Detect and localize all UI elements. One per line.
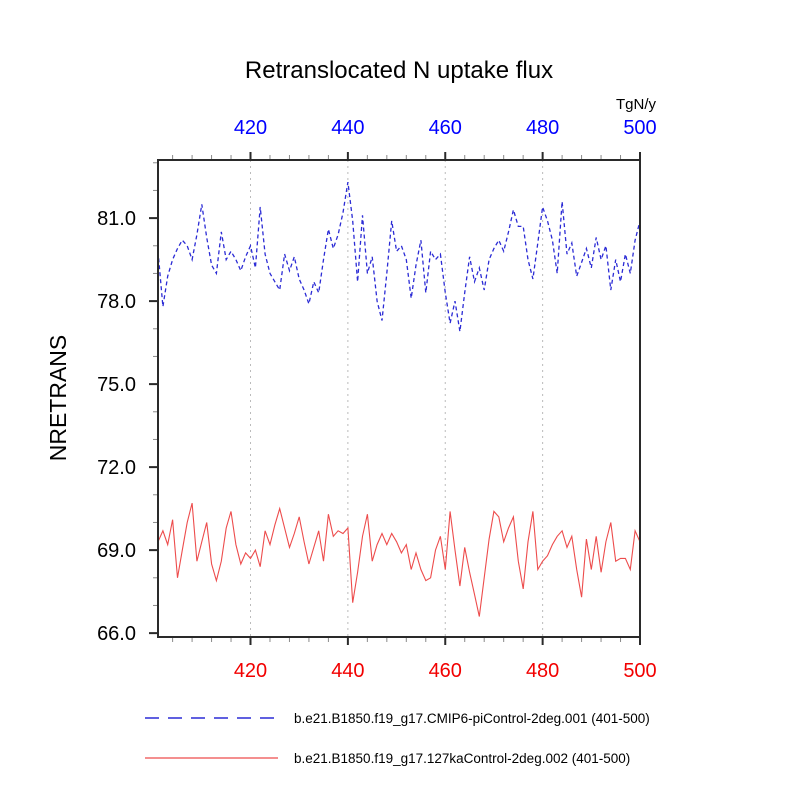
top-axis-tick-label: 500 [623, 117, 656, 139]
legend: b.e21.B1850.f19_g17.CMIP6-piControl-2deg… [145, 711, 650, 766]
left-axis-tick-label: 78.0 [97, 291, 136, 313]
chart-title: Retranslocated N uptake flux [245, 57, 553, 84]
top-axis-tick-label: 420 [234, 117, 267, 139]
y-axis-title: NRETRANS [45, 335, 71, 462]
left-axis-tick-label: 72.0 [97, 457, 136, 479]
legend-label-picontrol: b.e21.B1850.f19_g17.CMIP6-piControl-2deg… [294, 711, 650, 726]
top-axis-tick-label: 460 [429, 117, 462, 139]
tick-labels: 420 420 440 440 460 460 480 480 500 500 66.0 69.0 72… [97, 117, 657, 682]
top-axis-units-label: TgN/y [616, 96, 657, 113]
left-axis-tick-label: 75.0 [97, 374, 136, 396]
gridlines [250, 160, 544, 637]
tick-marks [149, 152, 641, 645]
series-line-127kacontrol [157, 502, 641, 617]
top-axis-tick-label: 440 [331, 117, 364, 139]
bottom-axis-tick-label: 440 [331, 660, 364, 682]
bottom-axis-tick-label: 480 [526, 660, 559, 682]
data-series [157, 181, 641, 617]
bottom-axis-tick-label: 420 [234, 660, 267, 682]
left-axis-tick-label: 81.0 [97, 208, 136, 230]
bottom-axis-tick-label: 500 [623, 660, 656, 682]
plot-frame [157, 159, 641, 638]
legend-label-127kacontrol: b.e21.B1850.f19_g17.127kaControl-2deg.00… [294, 751, 630, 766]
left-axis-tick-label: 66.0 [97, 623, 136, 645]
top-axis-tick-label: 480 [526, 117, 559, 139]
left-axis-tick-label: 69.0 [97, 540, 136, 562]
bottom-axis-tick-label: 460 [429, 660, 462, 682]
series-line-picontrol [157, 181, 641, 332]
